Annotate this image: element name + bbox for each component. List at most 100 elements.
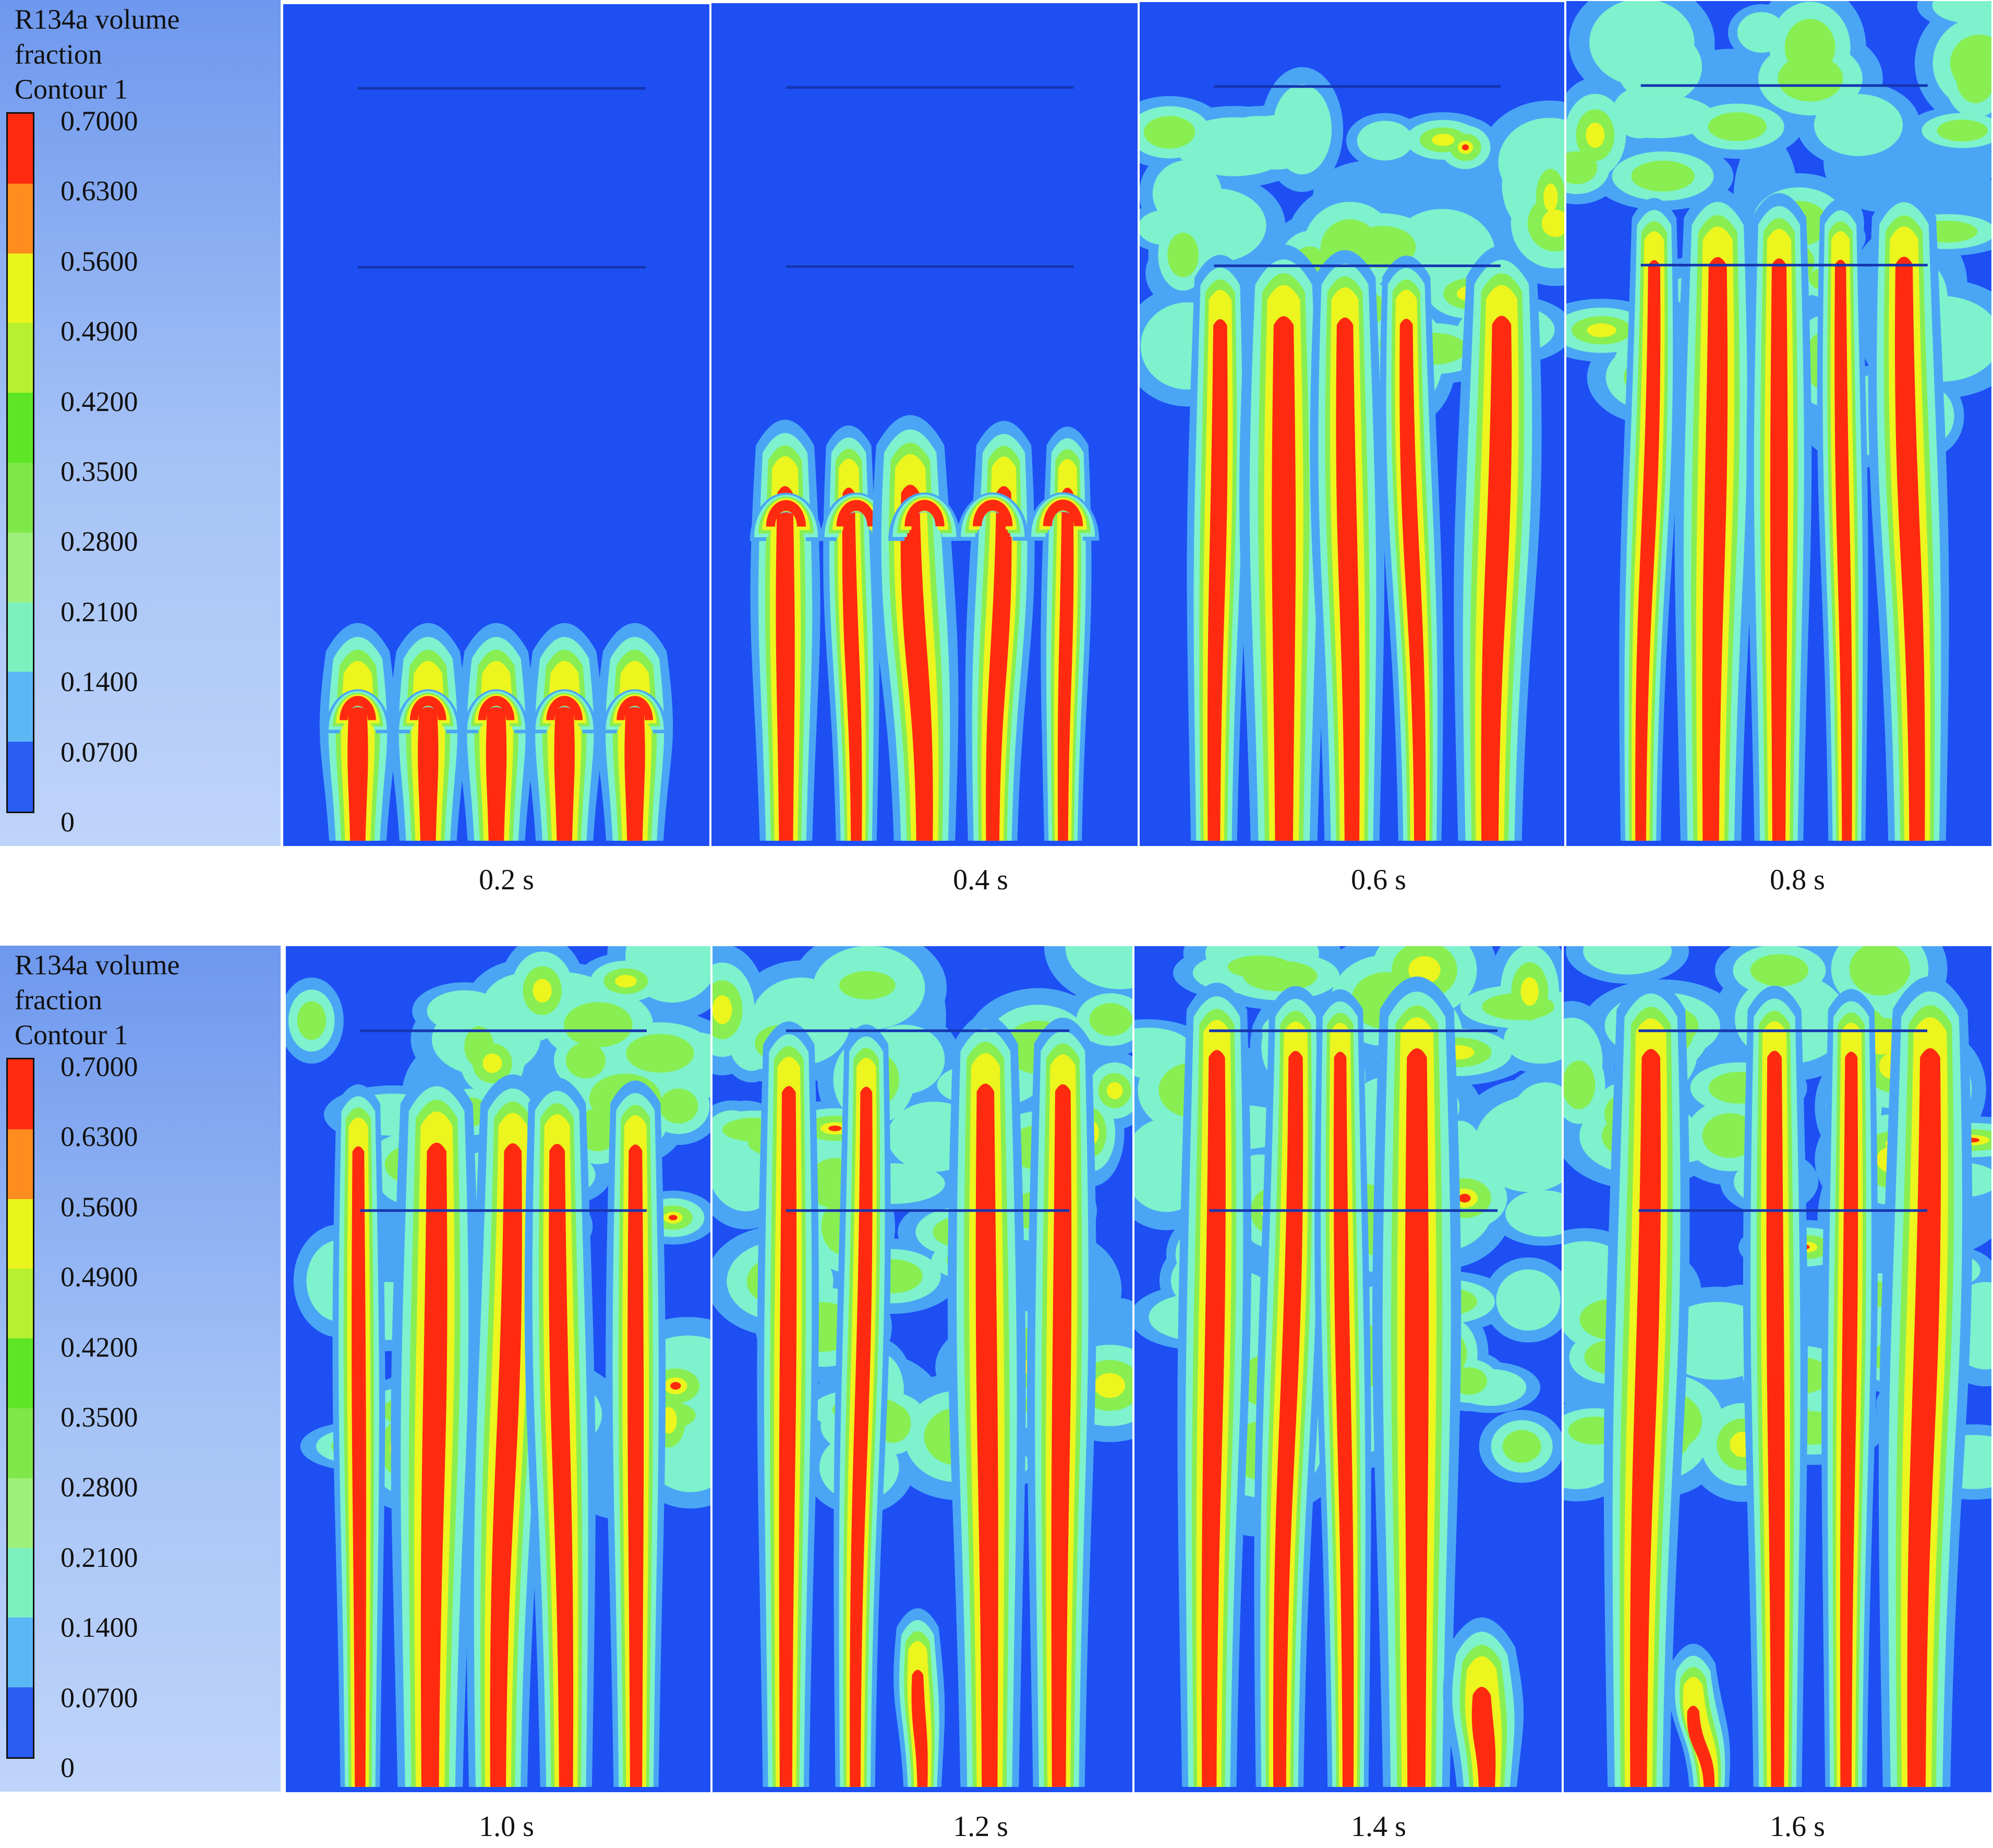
mixing-cloud-contour: [1950, 34, 1991, 92]
jet-plume-contour: [549, 1144, 574, 1787]
colorbar-band: [8, 1548, 33, 1618]
time-label: 0.4 s: [953, 864, 1008, 896]
mixing-cloud-contour: [626, 1034, 694, 1073]
plume-cap-contour: [904, 500, 945, 527]
contour-plot: [1140, 2, 1564, 846]
mixing-cloud-contour: [1564, 1060, 1596, 1109]
mixing-cloud-contour: [1482, 993, 1554, 1020]
jet-plume-contour: [420, 1142, 448, 1787]
mixing-cloud-contour: [1094, 1373, 1126, 1398]
colorbar-tick-label: 0.1400: [61, 666, 138, 698]
jet-plume-contour: [1471, 1686, 1496, 1787]
mixing-cloud-contour: [659, 1089, 698, 1124]
jet-plume-contour: [1201, 1049, 1226, 1787]
colorbar-band: [8, 1408, 33, 1478]
colorbar-tick-label: 0.7000: [61, 1051, 138, 1082]
jet-plume-contour: [1057, 487, 1074, 841]
colorbar-legend: R134a volume fraction Contour 1 0.7000 0.…: [0, 946, 281, 1792]
time-label: 0.2 s: [479, 864, 534, 896]
colorbar-tick-label: 0.7000: [61, 105, 138, 137]
time-label: 1.4 s: [1351, 1810, 1406, 1843]
mixing-cloud-contour: [1583, 946, 1672, 975]
colorbar-tick-label: 0.2100: [61, 596, 138, 627]
mixing-cloud-contour: [1541, 209, 1564, 237]
jet-plume-contour: [911, 1670, 928, 1787]
jet-plume-contour: [1481, 316, 1512, 841]
jet-plume-contour: [1907, 1048, 1941, 1787]
jet-plume-contour: [1840, 1052, 1858, 1787]
colorbar-band: [8, 672, 33, 742]
mixing-cloud-contour: [1937, 119, 1988, 142]
colorbar-band: [8, 1269, 33, 1339]
colorbar-band: [8, 462, 33, 533]
colorbar-tick-label: 0.2800: [61, 526, 138, 558]
time-label: 1.0 s: [479, 1810, 534, 1843]
colorbar-band: [8, 183, 33, 253]
jet-plume-contour: [779, 1086, 797, 1787]
jet-plume-contour: [347, 691, 368, 841]
mixing-cloud-contour: [1134, 1028, 1192, 1071]
colorbar-tick-label: 0.3500: [61, 456, 138, 487]
color-scale-bar: [6, 112, 34, 813]
jet-plume-contour: [418, 691, 439, 841]
jet-plume-contour: [1687, 1706, 1715, 1787]
jet-plume-contour: [1272, 316, 1296, 841]
mixing-cloud-contour: [1750, 954, 1809, 987]
jet-plume-contour: [900, 485, 933, 841]
mixing-cloud-contour: [1106, 1082, 1123, 1100]
mixing-cloud-contour: [1065, 946, 1132, 989]
colorbar-tick-label: 0.5600: [61, 1191, 138, 1223]
plume-cap-contour: [409, 696, 446, 720]
mixing-cloud-contour: [615, 975, 637, 988]
contour-plot: [1564, 946, 1991, 1792]
contour-plot: [1134, 946, 1562, 1792]
contour-plot: [712, 946, 1132, 1792]
mixing-cloud-contour: [839, 971, 896, 1000]
colorbar-band: [8, 393, 33, 463]
mixing-cloud-contour: [1708, 112, 1767, 141]
colorbar-tick-label: 0.3500: [61, 1402, 138, 1433]
mixing-cloud-contour: [297, 1001, 327, 1040]
time-label: 0.8 s: [1770, 864, 1825, 896]
colorbar-band: [8, 1617, 33, 1688]
jet-plume-contour: [1207, 319, 1228, 841]
mixing-cloud-contour: [670, 1382, 681, 1390]
colorbar-band: [8, 114, 33, 184]
time-label: 1.6 s: [1770, 1810, 1825, 1843]
plume-cap-contour: [766, 500, 806, 527]
legend-title: R134a volume fraction Contour 1: [15, 4, 180, 105]
time-label: 0.6 s: [1351, 864, 1406, 896]
jet-plume-contour: [1399, 319, 1426, 841]
jet-plume-contour: [850, 1086, 873, 1787]
colorbar-tick-label: 0.0700: [61, 1682, 138, 1713]
contour-panel: [712, 946, 1132, 1792]
mixing-cloud-contour: [1474, 1097, 1562, 1192]
mixing-cloud-contour: [1702, 1113, 1758, 1158]
jet-plume-contour: [1334, 1052, 1354, 1787]
mixing-cloud-contour: [1432, 134, 1455, 146]
mixing-cloud-contour: [712, 995, 732, 1024]
mixing-cloud-contour: [564, 1002, 633, 1047]
jet-plume-contour: [624, 691, 645, 841]
mixing-cloud-contour: [1520, 977, 1539, 1006]
mixing-cloud-contour: [1144, 116, 1195, 149]
jet-plume-contour: [975, 1083, 998, 1787]
mixing-cloud-contour: [533, 979, 552, 1003]
mixing-cloud-contour: [828, 1125, 842, 1131]
jet-plume-contour: [352, 1146, 367, 1787]
colorbar-legend: R134a volume fraction Contour 1 0.7000 0.…: [0, 0, 281, 846]
mixing-cloud-contour: [1849, 946, 1911, 996]
jet-plume-contour: [1702, 257, 1728, 841]
plume-cap-contour: [836, 500, 876, 527]
colorbar-band: [8, 253, 33, 323]
mixing-cloud-contour: [482, 1053, 502, 1073]
mixing-cloud-contour: [1167, 233, 1199, 277]
mixing-cloud-contour: [669, 1215, 678, 1221]
mixing-cloud-contour: [1737, 12, 1786, 53]
jet-plume-contour: [554, 691, 575, 841]
plume-cap-contour: [340, 696, 376, 720]
mixing-cloud-contour: [1784, 19, 1835, 76]
plume-cap-contour: [1043, 499, 1083, 526]
mixing-cloud-contour: [1461, 144, 1469, 151]
